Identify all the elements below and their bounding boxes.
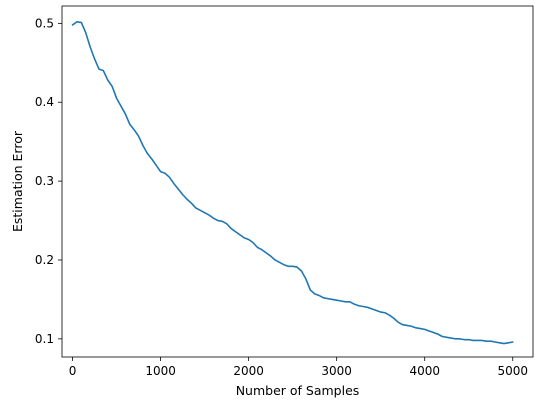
y-axis: 0.1 0.2 0.3 0.4 0.5 bbox=[35, 16, 62, 346]
y-tick-label: 0.1 bbox=[35, 332, 54, 346]
x-tick-label: 5000 bbox=[497, 364, 528, 378]
x-tick-label: 3000 bbox=[321, 364, 352, 378]
y-tick-label: 0.4 bbox=[35, 95, 54, 109]
x-tick-label: 1000 bbox=[145, 364, 176, 378]
x-axis: 0 1000 2000 3000 4000 5000 bbox=[69, 357, 528, 378]
y-tick-label: 0.2 bbox=[35, 253, 54, 267]
series-line-0 bbox=[71, 20, 514, 345]
y-tick-label: 0.5 bbox=[35, 16, 54, 30]
y-axis-label: Estimation Error bbox=[10, 130, 25, 232]
x-tick-label: 0 bbox=[69, 364, 77, 378]
y-tick-label: 0.3 bbox=[35, 174, 54, 188]
x-tick-label: 2000 bbox=[233, 364, 264, 378]
series-layer bbox=[71, 20, 514, 345]
x-axis-label: Number of Samples bbox=[236, 383, 360, 398]
x-tick-label: 4000 bbox=[409, 364, 440, 378]
